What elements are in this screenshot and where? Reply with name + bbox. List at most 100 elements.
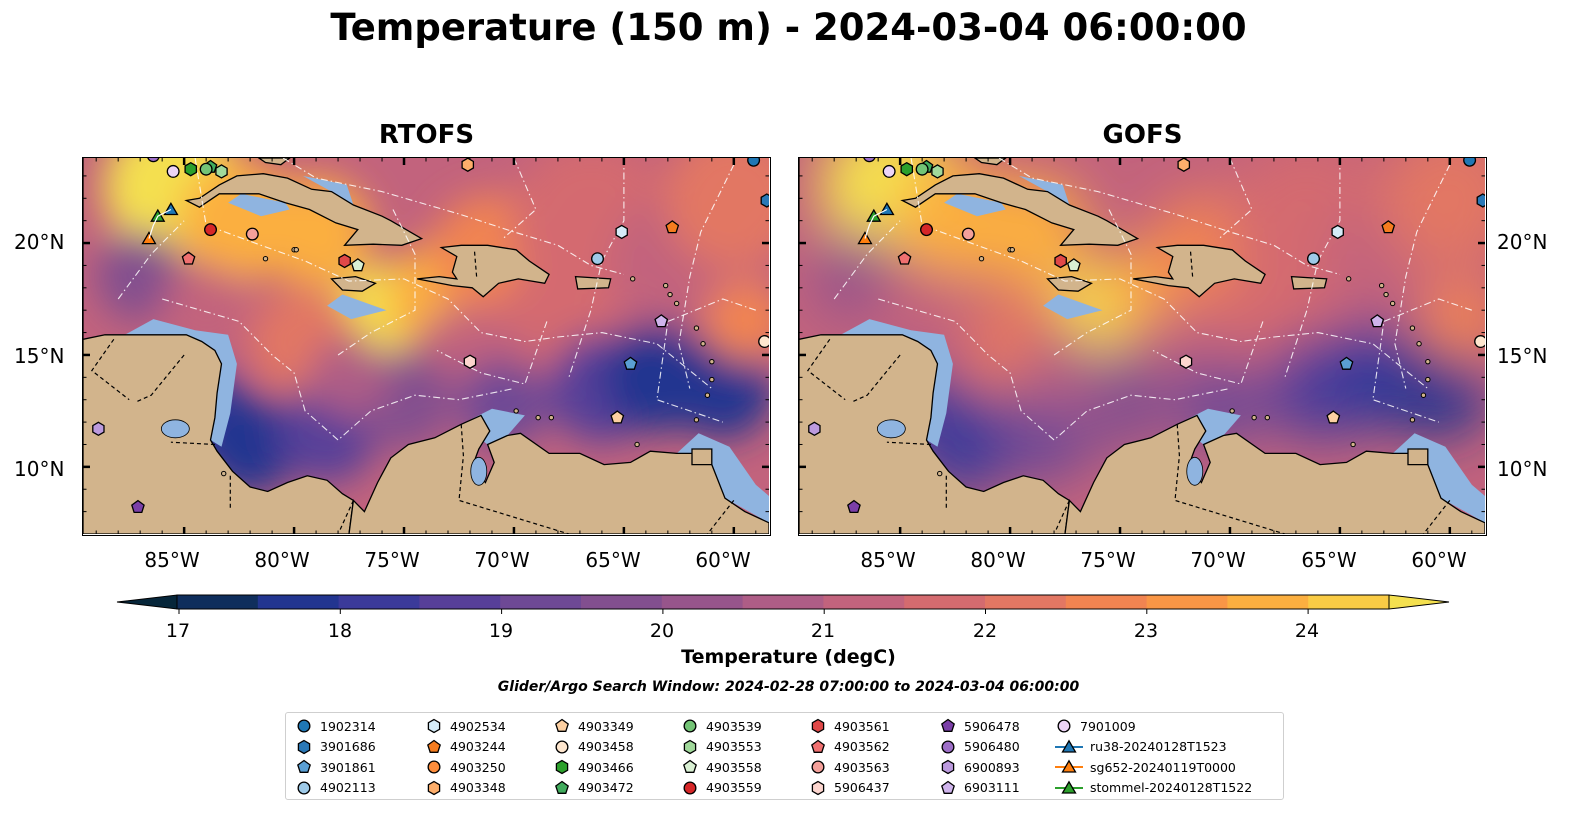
obs-1902314[interactable] — [1463, 158, 1477, 167]
legend-symbol[interactable] — [941, 718, 955, 732]
legend-symbol[interactable] — [811, 718, 825, 734]
obs-4903562[interactable] — [181, 251, 196, 265]
legend-symbol[interactable] — [427, 739, 441, 753]
legend-item-5906478[interactable]: 5906478 — [938, 716, 1020, 736]
obs-3901686[interactable] — [1476, 193, 1485, 208]
obs-4902534[interactable] — [1331, 224, 1344, 240]
legend-symbol[interactable] — [555, 740, 569, 753]
legend-symbol[interactable] — [683, 739, 697, 754]
legend-item-4902534[interactable]: 4902534 — [424, 716, 506, 736]
legend-item-6903111[interactable]: 6903111 — [938, 778, 1020, 798]
legend-symbol[interactable] — [941, 740, 955, 753]
legend-symbol[interactable] — [811, 739, 825, 753]
legend-item-stommel-20240128T1522[interactable]: stommel-20240128T1522 — [1054, 778, 1252, 798]
legend-symbol[interactable] — [555, 759, 569, 775]
map-panel-gofs[interactable] — [798, 157, 1487, 536]
legend-symbol[interactable] — [555, 718, 569, 732]
map-panel-rtofs[interactable] — [82, 157, 771, 536]
legend-item-5906480[interactable]: 5906480 — [938, 737, 1020, 757]
obs-4903458[interactable] — [758, 335, 769, 349]
obs-6903111[interactable] — [654, 314, 669, 328]
obs-5906437[interactable] — [1179, 354, 1193, 369]
obs-4903466[interactable] — [900, 161, 914, 177]
legend-symbol[interactable] — [683, 781, 697, 794]
legend-symbol[interactable] — [683, 759, 697, 773]
legend-symbol[interactable] — [811, 760, 825, 774]
obs-4903348[interactable] — [461, 158, 475, 172]
obs-4903558[interactable] — [350, 258, 365, 272]
legend-item-4903472[interactable]: 4903472 — [552, 778, 634, 798]
obs-4903553[interactable] — [931, 164, 944, 179]
obs-4903562[interactable] — [897, 251, 912, 265]
obs-4903559[interactable] — [920, 223, 934, 237]
legend-symbol[interactable] — [427, 780, 441, 795]
legend-symbol[interactable] — [1061, 780, 1077, 794]
obs-4902113[interactable] — [1306, 252, 1320, 266]
legend-item-4903458[interactable]: 4903458 — [552, 737, 634, 757]
obs-4903539[interactable] — [199, 162, 213, 176]
legend-item-6900893[interactable]: 6900893 — [938, 757, 1020, 777]
legend-item-7901009[interactable]: 7901009 — [1054, 716, 1136, 736]
legend-symbol[interactable] — [683, 719, 697, 733]
obs-4903563[interactable] — [961, 227, 975, 241]
legend-item-4903563[interactable]: 4903563 — [808, 757, 890, 777]
obs-4903348[interactable] — [1177, 158, 1191, 172]
obs-4903561[interactable] — [1054, 253, 1067, 269]
obs-4903244[interactable] — [1381, 220, 1396, 234]
legend-symbol[interactable] — [427, 718, 441, 734]
obs-1902314[interactable] — [747, 158, 761, 167]
obs-3901686[interactable] — [760, 193, 769, 208]
obs-4903458[interactable] — [1474, 335, 1485, 349]
legend-item-1902314[interactable]: 1902314 — [294, 716, 376, 736]
legend-item-4903553[interactable]: 4903553 — [680, 737, 762, 757]
obs-4903559[interactable] — [204, 223, 218, 237]
legend-item-4903561[interactable]: 4903561 — [808, 716, 890, 736]
legend-item-4903539[interactable]: 4903539 — [680, 716, 762, 736]
legend-symbol[interactable] — [427, 760, 441, 774]
obs-4903561[interactable] — [338, 253, 351, 269]
legend-symbol[interactable] — [1061, 739, 1077, 753]
legend-item-4902113[interactable]: 4902113 — [294, 778, 376, 798]
legend-item-4903349[interactable]: 4903349 — [552, 716, 634, 736]
legend-item-4903348[interactable]: 4903348 — [424, 778, 506, 798]
legend-item-4903558[interactable]: 4903558 — [680, 757, 762, 777]
obs-5906478[interactable] — [131, 499, 145, 514]
obs-5906478[interactable] — [847, 499, 861, 514]
obs-4902534[interactable] — [615, 224, 628, 240]
obs-5906480[interactable] — [147, 158, 160, 163]
obs-7901009[interactable] — [882, 164, 896, 178]
legend-symbol[interactable] — [297, 719, 311, 733]
legend-symbol[interactable] — [941, 780, 955, 794]
obs-6903111[interactable] — [1370, 314, 1385, 328]
legend-item-5906437[interactable]: 5906437 — [808, 778, 890, 798]
legend-item-3901686[interactable]: 3901686 — [294, 737, 376, 757]
obs-3901861[interactable] — [1339, 356, 1354, 370]
legend-item-sg652-20240119T0000[interactable]: sg652-20240119T0000 — [1054, 757, 1236, 777]
obs-4903553[interactable] — [215, 164, 228, 179]
obs-4903466[interactable] — [184, 161, 198, 177]
legend-item-4903466[interactable]: 4903466 — [552, 757, 634, 777]
legend-symbol[interactable] — [1057, 719, 1071, 733]
obs-4903244[interactable] — [665, 220, 680, 234]
obs-3901861[interactable] — [623, 356, 638, 370]
obs-6900893[interactable] — [92, 421, 105, 437]
obs-4902113[interactable] — [590, 252, 604, 266]
legend-symbol[interactable] — [941, 759, 955, 775]
legend-item-4903559[interactable]: 4903559 — [680, 778, 762, 798]
obs-7901009[interactable] — [166, 164, 180, 178]
legend-symbol[interactable] — [1061, 759, 1077, 773]
legend-item-4903562[interactable]: 4903562 — [808, 737, 890, 757]
legend-symbol[interactable] — [811, 780, 825, 795]
legend-item-ru38-20240128T1523[interactable]: ru38-20240128T1523 — [1054, 737, 1227, 757]
legend-item-4903250[interactable]: 4903250 — [424, 757, 506, 777]
legend-symbol[interactable] — [555, 780, 569, 794]
obs-5906480[interactable] — [863, 158, 876, 163]
obs-6900893[interactable] — [808, 421, 821, 437]
obs-4903563[interactable] — [245, 227, 259, 241]
legend-symbol[interactable] — [297, 781, 311, 794]
legend-item-3901861[interactable]: 3901861 — [294, 757, 376, 777]
obs-4903349[interactable] — [610, 410, 625, 424]
legend-item-4903244[interactable]: 4903244 — [424, 737, 506, 757]
legend-symbol[interactable] — [297, 739, 311, 754]
obs-4903539[interactable] — [915, 162, 929, 176]
